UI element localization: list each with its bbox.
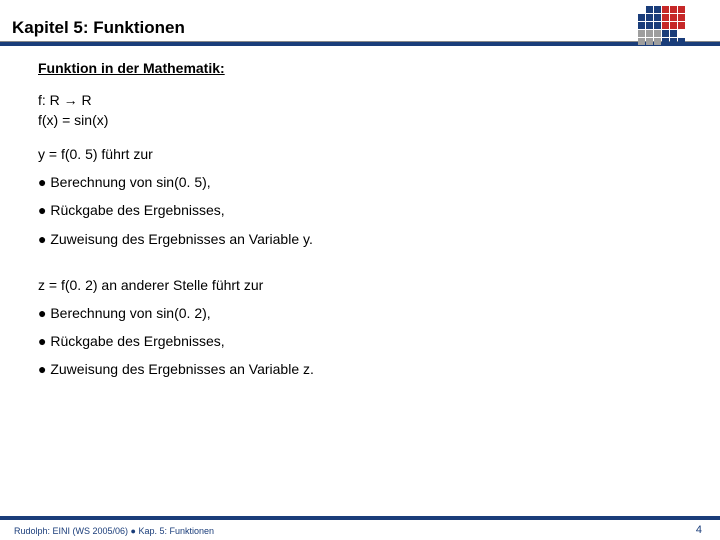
bullet-item: ● Zuweisung des Ergebnisses an Variable …	[38, 361, 720, 377]
logo-cell	[654, 30, 661, 37]
logo-cell	[678, 38, 685, 45]
page-number: 4	[696, 524, 702, 536]
logo-cell	[638, 14, 645, 21]
logo-cell	[670, 6, 677, 13]
example-lead: y = f(0. 5) führt zur	[38, 146, 720, 162]
logo-cell	[654, 6, 661, 13]
slide-header: Kapitel 5: Funktionen	[0, 0, 720, 38]
definition-line: f: R → R	[38, 92, 720, 108]
bullet-item: ● Rückgabe des Ergebnisses,	[38, 333, 720, 349]
logo-cell	[646, 6, 653, 13]
footer-text: Rudolph: EINI (WS 2005/06) ● Kap. 5: Fun…	[14, 526, 214, 536]
bullet-item: ● Berechnung von sin(0. 2),	[38, 305, 720, 321]
bullet-item: ● Rückgabe des Ergebnisses,	[38, 202, 720, 218]
definition-block: f: R → R f(x) = sin(x)	[38, 92, 720, 128]
logo-cell	[638, 38, 645, 45]
logo-cell	[670, 22, 677, 29]
logo-icon	[638, 6, 706, 44]
logo-cell	[646, 38, 653, 45]
logo-cell	[654, 14, 661, 21]
bullet-item: ● Zuweisung des Ergebnisses an Variable …	[38, 231, 720, 247]
slide-title: Kapitel 5: Funktionen	[12, 18, 720, 38]
logo-cell	[670, 14, 677, 21]
logo-cell	[662, 6, 669, 13]
subheading: Funktion in der Mathematik:	[38, 60, 720, 76]
logo-cell	[678, 14, 685, 21]
definition-line: f(x) = sin(x)	[38, 112, 720, 128]
logo-cell	[638, 30, 645, 37]
logo-cell	[678, 6, 685, 13]
logo-cell	[662, 30, 669, 37]
bullet-item: ● Berechnung von sin(0. 5),	[38, 174, 720, 190]
logo-cell	[654, 22, 661, 29]
logo-cell	[646, 30, 653, 37]
logo-cell	[654, 38, 661, 45]
slide: Kapitel 5: Funktionen Funktion in der Ma…	[0, 0, 720, 540]
logo-cell	[678, 22, 685, 29]
example-lead: z = f(0. 2) an anderer Stelle führt zur	[38, 277, 720, 293]
logo-cell	[662, 22, 669, 29]
logo-cell	[662, 14, 669, 21]
slide-footer: Rudolph: EINI (WS 2005/06) ● Kap. 5: Fun…	[0, 516, 720, 540]
logo-cell	[670, 30, 677, 37]
logo-cell	[670, 38, 677, 45]
logo-cell	[662, 38, 669, 45]
logo-cell	[638, 22, 645, 29]
logo-cell	[646, 22, 653, 29]
logo-cell	[678, 30, 685, 37]
logo-cell	[638, 6, 645, 13]
title-underline	[0, 42, 720, 46]
slide-body: Funktion in der Mathematik: f: R → R f(x…	[0, 38, 720, 377]
logo-cell	[646, 14, 653, 21]
